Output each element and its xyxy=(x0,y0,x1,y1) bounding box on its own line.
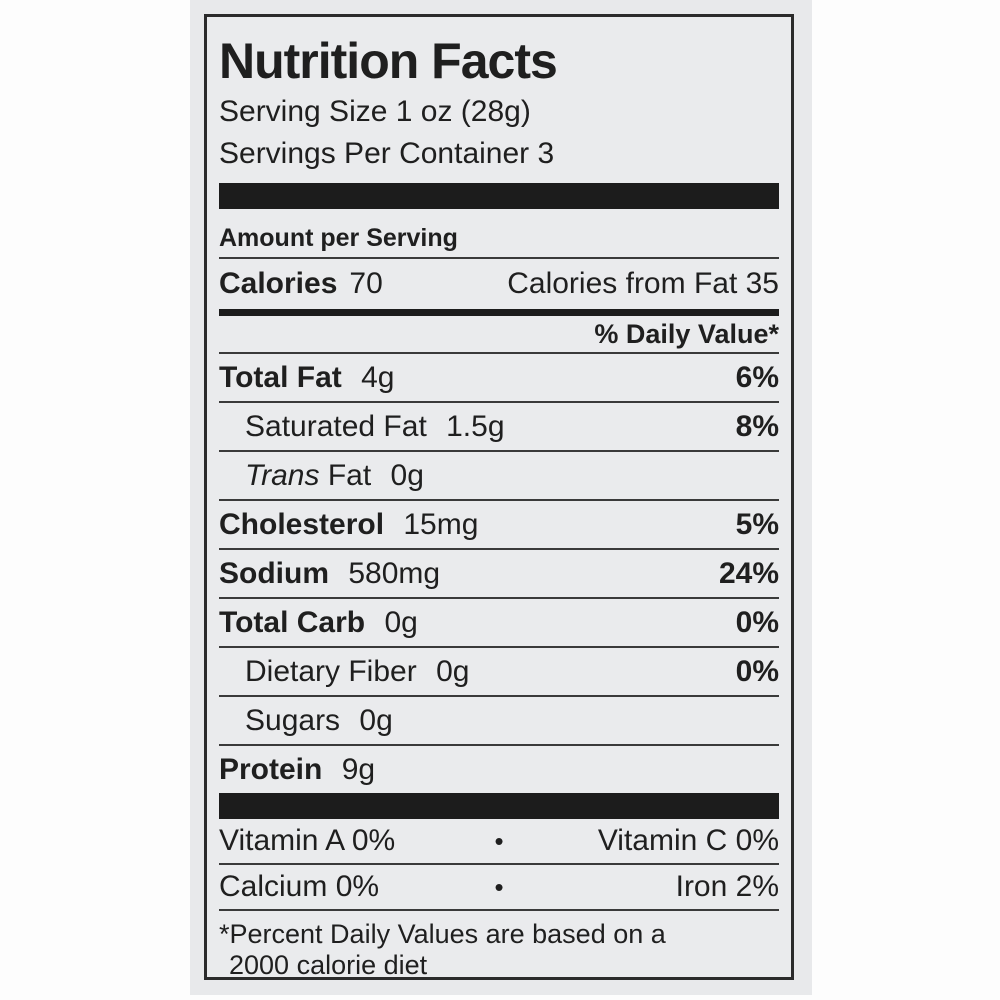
nutrient-name-amount: Saturated Fat 1.5g xyxy=(219,410,505,444)
nutrient-amount: 0g xyxy=(390,458,424,492)
nutrition-facts-label: Nutrition Facts Serving Size 1 oz (28g) … xyxy=(204,14,794,980)
nutrient-dv: 8% xyxy=(735,409,779,443)
calories-row: Calories 70 Calories from Fat 35 xyxy=(219,259,779,316)
daily-value-header: % Daily Value* xyxy=(594,318,779,349)
nutrient-dv: 0% xyxy=(735,654,779,688)
vitamin-row-1: Vitamin A 0% • Vitamin C 0% xyxy=(219,819,779,865)
label-title: Nutrition Facts xyxy=(219,33,558,89)
vitamin-c: Vitamin C 0% xyxy=(597,824,779,857)
nutrient-amount: 15mg xyxy=(403,507,479,541)
nutrient-dv: 24% xyxy=(718,556,779,590)
amount-per-serving-label: Amount per Serving xyxy=(219,224,458,252)
nutrient-name: Sugars xyxy=(245,703,341,737)
nutrient-amount: 9g xyxy=(341,752,376,786)
bullet-separator: • xyxy=(494,825,504,856)
nutrient-amount: 0g xyxy=(384,605,418,639)
nutrient-name: Saturated Fat xyxy=(245,409,427,443)
nutrient-name: Total Fat xyxy=(219,360,342,394)
calories-label: Calories xyxy=(219,267,338,300)
nutrient-name-amount: Cholesterol 15mg xyxy=(219,508,478,542)
calories-from-fat: Calories from Fat 35 xyxy=(507,267,779,300)
nutrient-amount: 580mg xyxy=(348,556,441,590)
calcium: Calcium 0% xyxy=(219,870,380,903)
nutrient-name-italic: Trans xyxy=(245,458,320,492)
nutrient-name: Cholesterol xyxy=(219,507,385,541)
nutrient-name: Dietary Fiber xyxy=(245,654,417,688)
nutrient-row-sodium: Sodium 580mg 24% xyxy=(219,550,779,599)
nutrient-dv: 5% xyxy=(735,507,779,541)
footnote-line-1: *Percent Daily Values are based on a xyxy=(219,919,666,949)
servings-per-container: Servings Per Container 3 xyxy=(219,137,555,170)
nutrient-name: Total Carb xyxy=(219,605,366,639)
divider-bar-bottom xyxy=(219,793,779,819)
nutrient-row-protein: Protein 9g xyxy=(219,746,779,793)
nutrient-row-cholesterol: Cholesterol 15mg 5% xyxy=(219,501,779,550)
divider-bar-top xyxy=(219,183,779,209)
nutrient-name-amount: Protein 9g xyxy=(219,753,375,787)
vitamin-row-2: Calcium 0% • Iron 2% xyxy=(219,865,779,911)
nutrient-name-amount: Total Carb 0g xyxy=(219,606,418,640)
calories-left: Calories 70 xyxy=(219,267,383,301)
nutrient-row-total-carb: Total Carb 0g 0% xyxy=(219,599,779,648)
bullet-separator: • xyxy=(494,871,504,902)
nutrient-dv: 0% xyxy=(735,605,779,639)
nutrient-name: Fat xyxy=(327,458,372,492)
footnote-line-2: 2000 calorie diet xyxy=(229,950,428,980)
nutrient-name-amount: Sodium 580mg xyxy=(219,557,440,591)
nutrient-name-amount: Trans Fat 0g xyxy=(219,459,424,493)
nutrient-row-sugars: Sugars 0g xyxy=(219,697,779,746)
daily-value-header-row: % Daily Value* xyxy=(219,316,779,354)
nutrient-amount: 1.5g xyxy=(446,409,505,443)
vitamin-a: Vitamin A 0% xyxy=(219,824,396,857)
nutrient-name: Sodium xyxy=(219,556,329,590)
calories-value: 70 xyxy=(349,267,383,300)
nutrient-dv: 6% xyxy=(735,360,779,394)
nutrient-row-saturated-fat: Saturated Fat 1.5g 8% xyxy=(219,403,779,452)
amount-per-serving-row: Amount per Serving xyxy=(219,209,779,259)
label-photo-background: Nutrition Facts Serving Size 1 oz (28g) … xyxy=(190,0,812,995)
nutrient-amount: 4g xyxy=(361,360,395,394)
nutrient-row-dietary-fiber: Dietary Fiber 0g 0% xyxy=(219,648,779,697)
nutrient-row-total-fat: Total Fat 4g 6% xyxy=(219,354,779,403)
serving-size: Serving Size 1 oz (28g) xyxy=(219,95,531,128)
nutrient-amount: 0g xyxy=(436,654,470,688)
footnote: *Percent Daily Values are based on a 200… xyxy=(219,911,779,980)
iron: Iron 2% xyxy=(675,870,779,903)
nutrient-name-amount: Sugars 0g xyxy=(219,704,393,738)
nutrient-name: Protein xyxy=(219,752,323,786)
nutrient-name-amount: Dietary Fiber 0g xyxy=(219,655,469,689)
nutrient-row-trans-fat: Trans Fat 0g xyxy=(219,452,779,501)
nutrient-name-amount: Total Fat 4g xyxy=(219,361,395,395)
nutrient-amount: 0g xyxy=(359,703,393,737)
